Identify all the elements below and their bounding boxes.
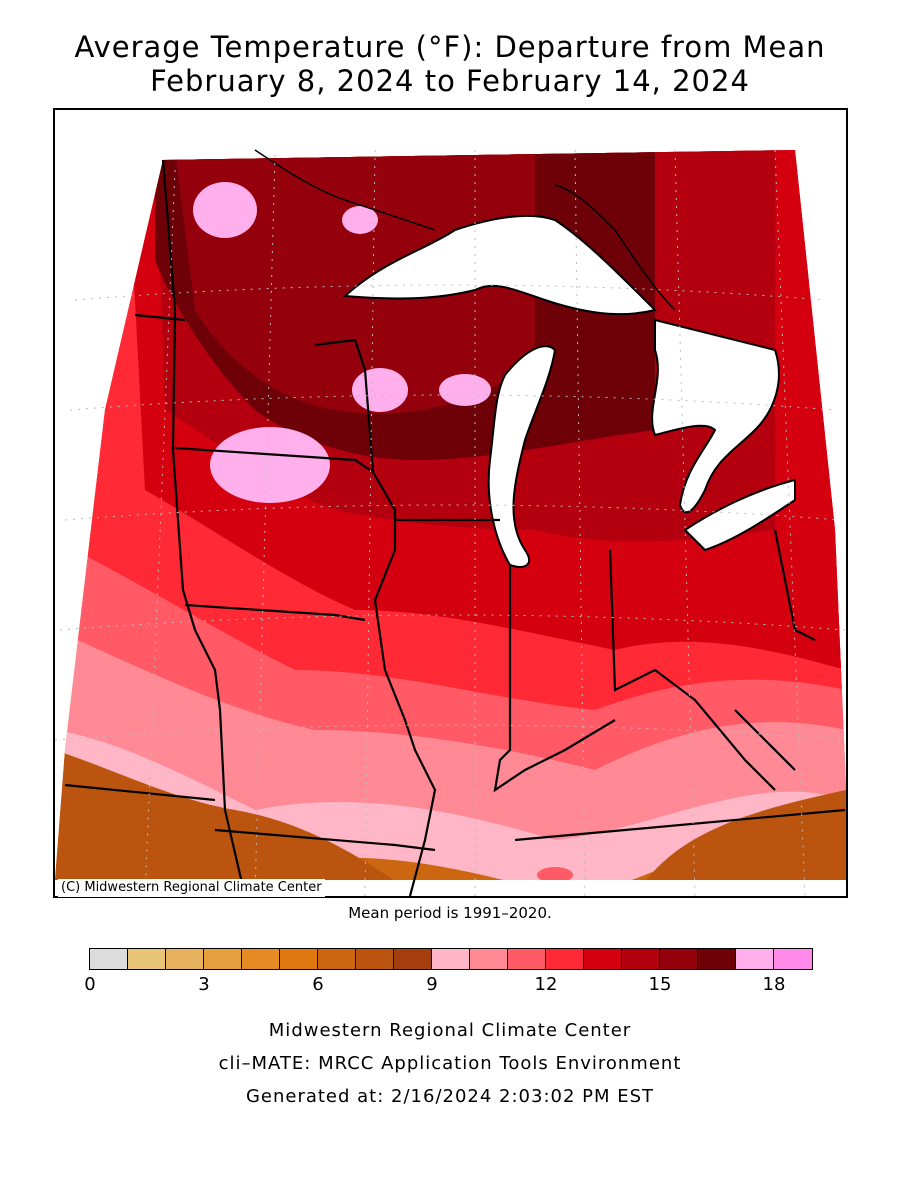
legend-tick-label: 18 [762,974,786,995]
legend-color-bar [89,948,813,970]
mean-period-note: Mean period is 1991–2020. [348,904,552,922]
legend-swatch [166,949,204,969]
legend-swatch [128,949,166,969]
footer-organization: Midwestern Regional Climate Center [268,1020,632,1041]
great-lakes [342,214,796,568]
footer-generated-at: Generated at: 2/16/2024 2:03:02 PM EST [245,1086,655,1107]
legend-tick-label: 12 [534,974,558,995]
legend-swatch [584,949,622,969]
legend-swatch [204,949,242,969]
contour-fill [55,150,846,880]
legend-swatch [774,949,812,969]
color-legend: 0 3 6 9 12 15 18 [84,948,813,995]
map-date-range: February 8, 2024 to February 14, 2024 [150,64,750,98]
state-boundaries [64,159,846,896]
legend-tick-label: 0 [84,974,96,995]
legend-swatch [432,949,470,969]
legend-swatch [394,949,432,969]
map-svg [55,149,846,896]
legend-swatch [546,949,584,969]
canada-coastline [254,149,676,311]
legend-tick-label: 3 [198,974,210,995]
legend-swatch [660,949,698,969]
legend-swatch [356,949,394,969]
map-title: Average Temperature (°F): Departure from… [74,30,826,64]
legend-swatch [508,949,546,969]
copyright-label: (C) Midwestern Regional Climate Center [58,879,325,897]
legend-swatch [736,949,774,969]
legend-tick-label: 15 [648,974,672,995]
legend-swatch [318,949,356,969]
legend-tick-label: 9 [426,974,438,995]
legend-swatch [470,949,508,969]
legend-swatch [698,949,736,969]
legend-tick-label: 6 [312,974,324,995]
graticule [55,149,846,896]
legend-swatch [622,949,660,969]
legend-swatch [280,949,318,969]
temperature-departure-map [53,108,848,898]
legend-swatch [90,949,128,969]
footer-application: cli–MATE: MRCC Application Tools Environ… [218,1053,682,1074]
legend-swatch [242,949,280,969]
